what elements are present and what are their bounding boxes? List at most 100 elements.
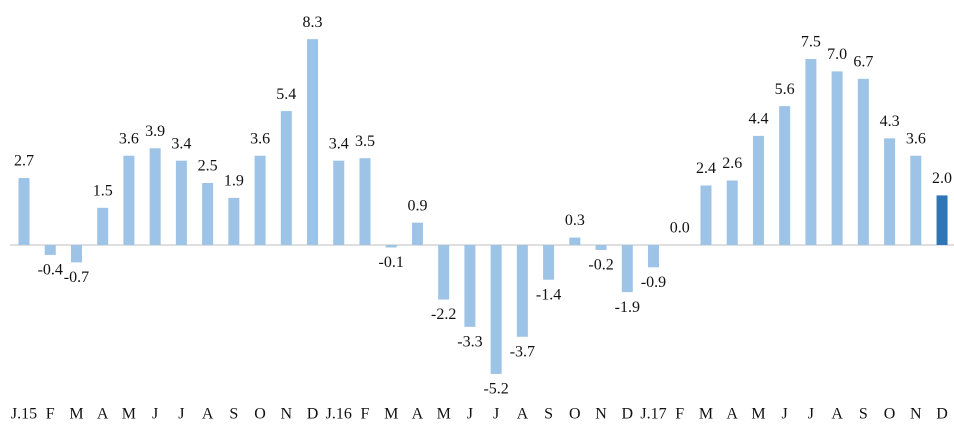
x-tick-label: O bbox=[569, 406, 581, 423]
value-label: 3.4 bbox=[329, 135, 349, 152]
value-label: 5.4 bbox=[276, 86, 296, 103]
bar bbox=[175, 160, 187, 245]
x-tick-label: J.17 bbox=[640, 406, 666, 423]
value-label: -5.2 bbox=[483, 381, 508, 398]
value-label: -0.4 bbox=[38, 262, 63, 279]
value-label: 3.6 bbox=[119, 130, 139, 147]
x-tick-label: S bbox=[229, 406, 238, 423]
value-label: 4.3 bbox=[880, 113, 900, 130]
x-tick-label: S bbox=[859, 406, 868, 423]
value-label: -0.2 bbox=[588, 257, 613, 274]
value-label: 3.9 bbox=[145, 123, 165, 140]
x-tick-label: M bbox=[69, 406, 83, 423]
x-tick-label: A bbox=[831, 406, 843, 423]
bar bbox=[411, 222, 423, 245]
value-label: -3.7 bbox=[510, 343, 535, 360]
bar bbox=[884, 138, 896, 245]
bar bbox=[202, 183, 214, 245]
value-label: 2.7 bbox=[14, 153, 34, 170]
x-tick-label: M bbox=[437, 406, 451, 423]
x-tick-label: J bbox=[493, 406, 499, 423]
bar bbox=[648, 245, 660, 268]
bar bbox=[569, 237, 581, 245]
x-tick-label: J bbox=[467, 406, 473, 423]
bar bbox=[779, 106, 791, 246]
value-label: 8.3 bbox=[303, 14, 323, 31]
x-tick-label: O bbox=[884, 406, 896, 423]
x-tick-label: F bbox=[361, 406, 370, 423]
value-label: -1.9 bbox=[615, 299, 640, 316]
bar bbox=[516, 245, 528, 337]
value-label: 7.0 bbox=[827, 46, 847, 63]
value-label: 0.9 bbox=[407, 197, 427, 214]
bar bbox=[359, 158, 371, 245]
x-tick-label: S bbox=[544, 406, 553, 423]
x-tick-label: D bbox=[622, 406, 634, 423]
x-tick-label: M bbox=[699, 406, 713, 423]
bar bbox=[857, 78, 869, 245]
value-label: -0.7 bbox=[64, 269, 89, 286]
value-label: 6.7 bbox=[853, 54, 873, 71]
bar bbox=[254, 155, 266, 245]
value-label: -2.2 bbox=[431, 306, 456, 323]
bar bbox=[543, 245, 555, 280]
value-label: -0.9 bbox=[641, 274, 666, 291]
bar bbox=[438, 245, 450, 300]
bar bbox=[18, 178, 30, 245]
x-tick-label: N bbox=[281, 406, 293, 423]
value-label: 7.5 bbox=[801, 34, 821, 51]
x-tick-label: A bbox=[517, 406, 529, 423]
x-tick-label: A bbox=[412, 406, 424, 423]
bar bbox=[97, 207, 109, 245]
x-tick-label: A bbox=[202, 406, 214, 423]
bar bbox=[595, 245, 607, 250]
bar bbox=[149, 148, 161, 245]
value-label: 3.6 bbox=[250, 130, 270, 147]
value-label: 2.5 bbox=[198, 158, 218, 175]
value-label: 2.6 bbox=[722, 155, 742, 172]
value-label: -0.1 bbox=[379, 254, 404, 271]
value-label: 1.9 bbox=[224, 173, 244, 190]
x-tick-label: D bbox=[936, 406, 948, 423]
x-tick-label: J bbox=[808, 406, 814, 423]
bar bbox=[805, 59, 817, 245]
x-tick-label: J.16 bbox=[326, 406, 352, 423]
value-label: 3.5 bbox=[355, 133, 375, 150]
x-tick-label: A bbox=[726, 406, 738, 423]
bar bbox=[44, 245, 56, 255]
bar bbox=[307, 39, 319, 245]
value-label: 0.0 bbox=[670, 220, 690, 237]
bar bbox=[70, 245, 82, 263]
x-tick-label: J bbox=[152, 406, 158, 423]
bar bbox=[464, 245, 476, 327]
x-tick-label: M bbox=[384, 406, 398, 423]
x-tick-label: F bbox=[46, 406, 55, 423]
bar bbox=[333, 160, 345, 245]
x-tick-label: J bbox=[178, 406, 184, 423]
bar bbox=[123, 155, 135, 245]
x-tick-label: M bbox=[751, 406, 765, 423]
value-label: -1.4 bbox=[536, 286, 561, 303]
bar bbox=[490, 245, 502, 374]
x-tick-label: J.15 bbox=[11, 406, 37, 423]
bar bbox=[621, 245, 633, 293]
x-tick-label: M bbox=[122, 406, 136, 423]
bar bbox=[936, 195, 948, 245]
bar bbox=[280, 111, 292, 245]
bar bbox=[910, 155, 922, 245]
value-label: 5.6 bbox=[775, 81, 795, 98]
bar bbox=[831, 71, 843, 246]
x-tick-label: F bbox=[675, 406, 684, 423]
x-tick-label: J bbox=[782, 406, 788, 423]
bar bbox=[228, 197, 240, 245]
bar bbox=[752, 135, 764, 245]
x-tick-label: D bbox=[307, 406, 319, 423]
bar bbox=[385, 245, 397, 248]
value-label: 2.0 bbox=[932, 170, 952, 187]
bar bbox=[700, 185, 712, 245]
x-tick-label: N bbox=[910, 406, 922, 423]
value-label: 2.4 bbox=[696, 160, 716, 177]
x-tick-label: N bbox=[595, 406, 607, 423]
x-tick-label: O bbox=[254, 406, 266, 423]
